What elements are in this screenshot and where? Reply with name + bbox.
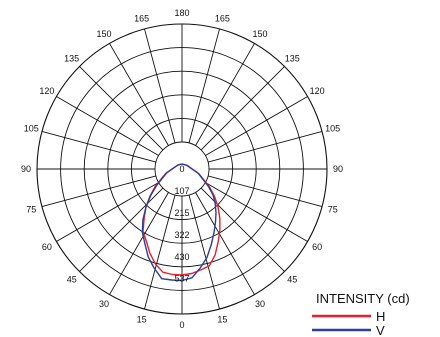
legend: INTENSITY (cd) H V <box>312 291 410 337</box>
angle-label: 30 <box>255 299 265 309</box>
angle-label: 105 <box>24 124 39 134</box>
angle-label: 75 <box>328 204 338 214</box>
angle-label: 75 <box>26 204 36 214</box>
angle-label: 120 <box>39 86 54 96</box>
grid-spoke <box>41 175 157 207</box>
grid-spoke <box>205 96 308 156</box>
radial-tick-label: 430 <box>174 252 189 262</box>
angle-labels: 0 15 30 45 60 75 90 105 120 135 150 165 180 15 30 45 60 7… <box>21 8 343 330</box>
grid-spoke <box>56 96 159 156</box>
angle-label: 135 <box>64 54 79 64</box>
angle-label: 90 <box>21 164 31 174</box>
grid-spoke <box>188 28 220 144</box>
angle-label: 15 <box>137 315 147 325</box>
angle-label: 120 <box>310 86 325 96</box>
grid-spoke <box>200 66 285 151</box>
grid-spoke <box>79 187 164 272</box>
radial-tick-label: 107 <box>174 186 189 196</box>
grid-spoke <box>41 131 157 163</box>
angle-label: 15 <box>217 315 227 325</box>
angle-label: 60 <box>312 242 322 252</box>
grid-spoke <box>109 43 169 146</box>
angle-label: 165 <box>134 13 149 23</box>
grid-spoke <box>195 192 255 295</box>
radial-tick-label: 0 <box>179 164 184 174</box>
grid-spoke <box>79 66 164 151</box>
radial-tick-label: 322 <box>174 230 189 240</box>
angle-label: 0 <box>179 320 184 330</box>
intensity-curves <box>141 163 221 282</box>
grid-spoke <box>195 43 255 146</box>
legend-label-h: H <box>376 309 385 324</box>
angle-label: 150 <box>252 29 267 39</box>
grid-spoke <box>144 28 176 144</box>
series-line-v <box>141 163 217 282</box>
legend-title: INTENSITY (cd) <box>316 291 410 306</box>
angle-label: 60 <box>42 242 52 252</box>
angle-label: 135 <box>285 54 300 64</box>
grid-spoke <box>56 182 159 242</box>
angle-label: 105 <box>325 124 340 134</box>
angle-label: 90 <box>333 164 343 174</box>
angle-label: 30 <box>99 299 109 309</box>
angle-label: 165 <box>215 13 230 23</box>
legend-label-v: V <box>376 323 385 337</box>
grid-spoke <box>207 131 323 163</box>
grid-spoke <box>205 182 308 242</box>
radial-tick-label: 215 <box>174 208 189 218</box>
grid-spoke <box>109 192 169 295</box>
angle-label: 45 <box>67 274 77 284</box>
grid-spoke <box>207 175 323 207</box>
grid-spoke <box>188 194 220 310</box>
grid-spoke <box>144 194 176 310</box>
angle-label: 45 <box>287 274 297 284</box>
radial-tick-label: 537 <box>174 274 189 284</box>
angle-label: 150 <box>96 29 111 39</box>
radial-tick-labels: 0 107 215 322 430 537 <box>174 164 189 284</box>
angle-label: 180 <box>174 8 189 18</box>
